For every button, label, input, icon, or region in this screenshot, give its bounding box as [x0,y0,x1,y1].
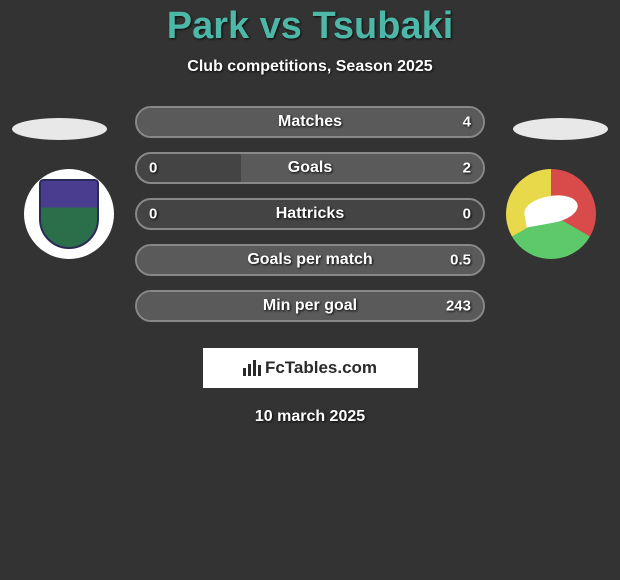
stat-fill-right [241,154,483,182]
brand-box[interactable]: FcTables.com [203,348,418,388]
stat-row-hattricks: 0 Hattricks 0 [135,198,485,230]
club-badge-left-shield-icon [39,179,99,249]
player-left-avatar-placeholder [12,118,107,140]
club-badge-right-bird-icon [522,192,580,228]
stat-label: Min per goal [263,297,357,315]
stats-area: Matches 4 0 Goals 2 0 Hattricks 0 Goals … [0,106,620,426]
date-text: 10 march 2025 [255,408,365,426]
page-title: Park vs Tsubaki [167,5,454,48]
stat-value-right: 4 [463,114,471,131]
stat-row-matches: Matches 4 [135,106,485,138]
stat-value-right: 0.5 [450,252,471,269]
stat-label: Goals [288,159,332,177]
subtitle: Club competitions, Season 2025 [187,58,432,76]
stat-value-left: 0 [149,206,157,223]
brand-text: FcTables.com [265,358,377,378]
stat-value-left: 0 [149,160,157,177]
stat-row-min-per-goal: Min per goal 243 [135,290,485,322]
club-badge-left-circle [24,169,114,259]
stat-label: Matches [278,113,342,131]
stat-row-goals: 0 Goals 2 [135,152,485,184]
stat-label: Goals per match [247,251,372,269]
club-badge-right [500,169,602,259]
player-right-avatar-placeholder [513,118,608,140]
stat-value-right: 0 [463,206,471,223]
club-badge-left [18,169,120,259]
bar-chart-icon [243,360,261,376]
stat-value-right: 243 [446,298,471,315]
stat-label: Hattricks [276,205,344,223]
club-badge-right-circle-icon [506,169,596,259]
stat-row-goals-per-match: Goals per match 0.5 [135,244,485,276]
comparison-card: Park vs Tsubaki Club competitions, Seaso… [0,0,620,580]
stat-value-right: 2 [463,160,471,177]
